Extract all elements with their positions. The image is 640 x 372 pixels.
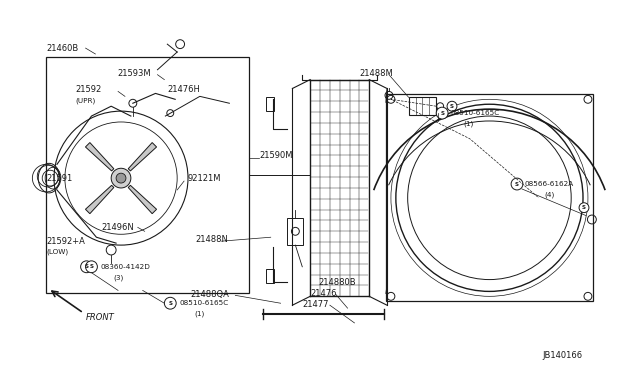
Text: S: S <box>582 205 586 210</box>
Circle shape <box>86 261 97 273</box>
Text: 21496N: 21496N <box>101 223 134 232</box>
Circle shape <box>511 178 523 190</box>
Text: S: S <box>168 301 172 306</box>
Text: (3): (3) <box>113 275 124 281</box>
Text: (4): (4) <box>545 192 555 198</box>
Circle shape <box>111 168 131 188</box>
Text: 21488QA: 21488QA <box>190 290 229 299</box>
Circle shape <box>436 107 448 119</box>
Text: 21477: 21477 <box>302 300 329 309</box>
Bar <box>266 269 274 283</box>
Text: (1): (1) <box>194 311 204 317</box>
Text: 21488N: 21488N <box>195 235 228 244</box>
Polygon shape <box>86 142 114 171</box>
Text: 92121M: 92121M <box>187 174 221 183</box>
Text: S: S <box>450 104 454 109</box>
Polygon shape <box>128 142 157 171</box>
Text: FRONT: FRONT <box>86 314 115 323</box>
Text: (LOW): (LOW) <box>46 249 68 255</box>
Text: 21476: 21476 <box>310 289 337 298</box>
Text: S: S <box>440 110 444 116</box>
Text: S: S <box>84 264 88 269</box>
Text: 21593M: 21593M <box>117 69 150 78</box>
Circle shape <box>116 173 126 183</box>
Text: (UPR): (UPR) <box>76 97 96 103</box>
Text: 21476H: 21476H <box>167 85 200 94</box>
Circle shape <box>81 261 92 273</box>
Text: 214880B: 214880B <box>318 278 356 287</box>
Bar <box>287 218 303 245</box>
Text: S: S <box>90 264 93 269</box>
Polygon shape <box>86 185 114 214</box>
Text: 08510-6165C: 08510-6165C <box>450 110 499 116</box>
Text: 08360-4142D: 08360-4142D <box>100 264 150 270</box>
Polygon shape <box>128 185 157 214</box>
Text: 21488M: 21488M <box>360 69 393 78</box>
Text: 08566-6162A: 08566-6162A <box>525 181 574 187</box>
Circle shape <box>579 203 589 212</box>
Bar <box>46 57 249 294</box>
Circle shape <box>447 101 457 111</box>
Text: 21591: 21591 <box>46 174 72 183</box>
Bar <box>409 97 436 115</box>
Text: S: S <box>515 182 519 186</box>
Text: 08510-6165C: 08510-6165C <box>179 300 228 306</box>
Text: 21590M: 21590M <box>259 151 292 160</box>
Bar <box>266 97 274 111</box>
Text: 21592+A: 21592+A <box>46 237 85 246</box>
Text: 21460B: 21460B <box>46 44 79 52</box>
Text: 21592: 21592 <box>76 85 102 94</box>
Text: JB140166: JB140166 <box>543 351 583 360</box>
Text: (1): (1) <box>464 121 474 127</box>
Circle shape <box>164 297 176 309</box>
